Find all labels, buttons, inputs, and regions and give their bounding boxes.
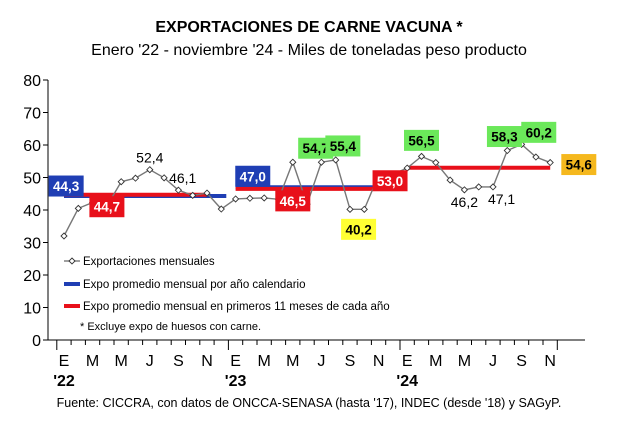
y-tick-label: 80 [23,73,41,90]
y-tick-label: 20 [23,268,41,285]
monthly-point [189,191,197,200]
data-label-box [561,154,597,176]
data-label-box [298,137,334,159]
monthly-point [289,158,297,166]
data-label: 54,7 [303,141,329,156]
y-tick-label: 70 [23,106,41,123]
x-tick-label: E [59,353,70,370]
x-tick-label: J [317,353,325,370]
y-tick-label: 40 [23,203,41,220]
monthly-point [131,174,140,182]
x-tick-label: M [115,353,128,370]
legend-label-11months: Expo promedio mensual en primeros 11 mes… [83,301,390,313]
data-label-box [341,218,377,240]
data-label-box [48,175,84,197]
monthly-point [203,189,211,197]
legend-label-annual: Expo promedio mensual por año calendario [83,279,305,291]
data-label: 44,7 [94,200,120,215]
chart-title: EXPORTACIONES DE CARNE VACUNA * [155,19,463,36]
monthly-point [332,156,340,164]
data-label-box [372,170,408,192]
monthly-point [231,195,240,203]
x-tick-label: N [544,353,556,370]
monthly-point [117,178,125,186]
data-label-box [521,121,557,143]
monthly-point [174,186,183,194]
monthly-point [417,152,426,161]
x-tick-label: M [258,353,271,370]
x-tick-label: J [489,353,497,370]
data-label: 58,3 [491,130,518,145]
data-label-box [275,190,311,212]
x-tick-label: S [173,353,184,370]
y-tick-label: 50 [23,171,41,188]
legend-label-monthly: Exportaciones mensuales [83,256,215,268]
data-label: 40,2 [345,222,371,237]
monthly-point [260,194,268,202]
monthly-point [360,205,368,213]
data-label-box [89,196,125,218]
year-label: '23 [225,373,247,390]
monthly-point [546,158,554,167]
data-label: 47,1 [488,191,515,207]
monthly-point [475,183,483,191]
footnote: * Excluye expo de huesos con carne. [80,321,261,333]
data-label: 54,6 [566,158,593,173]
chart-subtitle: Enero '22 - noviembre '24 - Miles de ton… [91,42,527,59]
y-tick-label: 30 [23,236,41,253]
x-tick-label: S [516,353,527,370]
data-label: 56,5 [408,133,435,148]
monthly-point [489,183,497,191]
data-labels: 44,3 44,7 52,4 46,1 47,0 46,5 54,7 55,4 40,2 53,0… [48,121,597,240]
x-tick-label: N [373,353,385,370]
data-label-box [486,126,522,148]
year-label: '24 [396,373,418,390]
data-label-box [404,129,439,151]
source-note: Fuente: CICCRA, con datos de ONCCA-SENAS… [57,396,562,410]
x-tick-label: E [402,353,413,370]
monthly-point [346,205,354,213]
data-label: 55,4 [330,139,357,154]
data-label-box [325,135,361,157]
monthly-point [460,186,469,194]
year-label: '22 [53,373,75,390]
y-tick-label: 60 [23,138,41,155]
x-tick-label: M [458,353,471,370]
monthly-point [146,166,154,174]
x-tick-label: E [230,353,241,370]
monthly-point [160,174,168,182]
x-tick-label: M [429,353,442,370]
monthly-point [60,232,68,240]
data-label-box [235,165,271,187]
monthly-point [432,158,440,167]
monthly-point [532,153,540,161]
monthly-point [246,194,254,202]
x-tick-label: M [286,353,299,370]
x-tick-label: M [86,353,99,370]
monthly-point [217,205,225,213]
data-label: 46,2 [451,194,478,210]
x-tick-label: S [345,353,356,370]
data-label: 53,0 [377,174,403,189]
data-label: 44,3 [53,179,80,194]
monthly-point [317,158,326,166]
data-label: 52,4 [136,150,163,166]
x-tick-label: N [201,353,213,370]
x-tick-label: J [146,353,154,370]
monthly-point [503,146,511,155]
legend-marker-monthly [68,257,76,265]
legend: Exportaciones mensuales Expo promedio me… [64,256,390,333]
data-label: 46,1 [169,170,196,186]
monthly-point [446,176,454,184]
y-tick-label: 0 [32,333,41,350]
data-label: 60,2 [526,125,552,140]
y-tick-label: 10 [23,301,41,318]
monthly-point [74,204,82,213]
data-label: 47,0 [240,169,266,184]
data-label: 46,5 [280,194,307,209]
average-lines [64,165,551,199]
